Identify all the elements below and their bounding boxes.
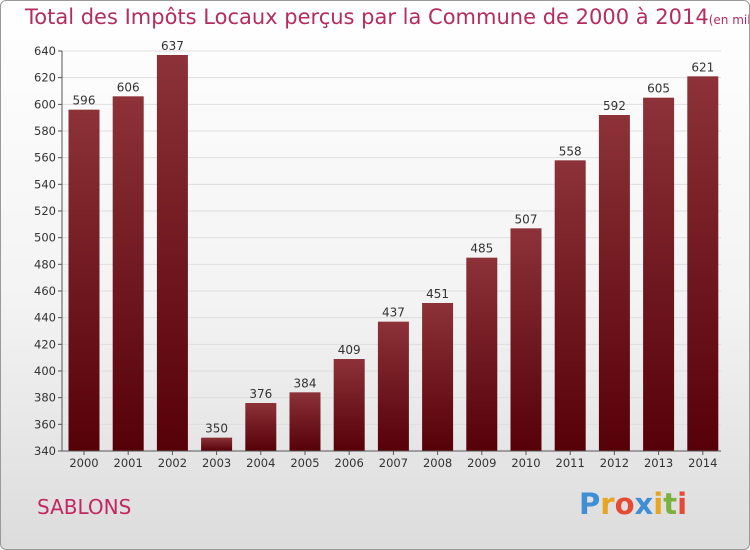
y-tick-label: 540 — [34, 177, 56, 191]
y-tick-label: 340 — [34, 444, 56, 458]
bar-2003[interactable] — [201, 437, 233, 451]
x-tick-label-2007: 2007 — [379, 456, 408, 470]
y-tick-label: 560 — [34, 151, 56, 165]
y-tick-label: 620 — [34, 71, 56, 85]
x-tick-label-2004: 2004 — [246, 456, 275, 470]
data-label-2000: 596 — [73, 94, 96, 108]
commune-name: SABLONS — [37, 495, 132, 519]
axes: 340 360 380 400 420 440 460 480 500 520 540 560 580 6… — [34, 44, 721, 470]
data-label-2004: 376 — [249, 387, 272, 401]
y-tick-label: 400 — [34, 364, 56, 378]
y-tick-label: 380 — [34, 391, 56, 405]
logo-letter: P — [579, 487, 601, 521]
y-tick-label: 600 — [34, 97, 56, 111]
x-tick-label-2003: 2003 — [202, 456, 231, 470]
bars: 596 606 637 350 376 384 409 437 451 485 507 558 592 6… — [68, 39, 719, 452]
bar-2005[interactable] — [289, 392, 321, 451]
x-tick-label-2014: 2014 — [688, 456, 717, 470]
y-tick-label: 520 — [34, 204, 56, 218]
bar-2001[interactable] — [112, 96, 144, 451]
bar-2007[interactable] — [377, 321, 409, 451]
x-tick-label-2011: 2011 — [556, 456, 585, 470]
data-label-2007: 437 — [382, 306, 405, 320]
data-label-2013: 605 — [647, 82, 670, 96]
data-label-2012: 592 — [603, 99, 626, 113]
data-label-2005: 384 — [294, 376, 317, 390]
x-tick-label-2012: 2012 — [600, 456, 629, 470]
bar-2006[interactable] — [333, 359, 365, 451]
bar-2000[interactable] — [68, 109, 100, 452]
bar-2012[interactable] — [598, 115, 630, 451]
y-tick-label: 360 — [34, 417, 56, 431]
x-tick-label-2002: 2002 — [158, 456, 187, 470]
bar-2013[interactable] — [643, 97, 675, 452]
bar-2014[interactable] — [687, 76, 719, 451]
chart-title-text: Total des Impôts Locaux perçus par la Co… — [25, 5, 709, 29]
proxiti-logo[interactable]: Proxiti — [579, 487, 687, 521]
data-label-2011: 558 — [559, 144, 582, 158]
data-label-2014: 621 — [691, 60, 714, 74]
y-tick-label: 420 — [34, 337, 56, 351]
chart-title: Total des Impôts Locaux perçus par la Co… — [25, 5, 749, 29]
x-tick-label-2001: 2001 — [114, 456, 143, 470]
chart-unit: (en milliers d'€) — [708, 13, 749, 27]
y-tick-label: 500 — [34, 231, 56, 245]
data-label-2001: 606 — [117, 80, 140, 94]
x-tick-label-2005: 2005 — [290, 456, 319, 470]
data-label-2003: 350 — [205, 422, 228, 436]
bar-2009[interactable] — [466, 257, 498, 451]
data-label-2006: 409 — [338, 343, 361, 357]
x-tick-label-2008: 2008 — [423, 456, 452, 470]
x-tick-label-2010: 2010 — [511, 456, 540, 470]
data-label-2009: 485 — [470, 242, 493, 256]
data-label-2008: 451 — [426, 287, 449, 301]
bar-2002[interactable] — [156, 55, 188, 451]
y-tick-label: 440 — [34, 311, 56, 325]
y-tick-label: 460 — [34, 284, 56, 298]
bar-2010[interactable] — [510, 228, 542, 451]
logo-letter: i — [653, 487, 664, 521]
x-tick-label-2013: 2013 — [644, 456, 673, 470]
logo-letter: o — [614, 487, 635, 521]
data-label-2010: 507 — [515, 212, 538, 226]
logo-letter: r — [600, 487, 615, 521]
logo-letter: i — [677, 487, 688, 521]
y-tick-label: 640 — [34, 44, 56, 58]
x-tick-label-2009: 2009 — [467, 456, 496, 470]
data-label-2002: 637 — [161, 39, 184, 53]
bar-2011[interactable] — [554, 160, 586, 452]
bar-2004[interactable] — [245, 403, 277, 451]
x-tick-label-2006: 2006 — [335, 456, 364, 470]
bar-2008[interactable] — [422, 303, 454, 451]
x-tick-label-2000: 2000 — [69, 456, 98, 470]
logo-letter: t — [663, 487, 678, 521]
y-tick-label: 480 — [34, 257, 56, 271]
y-tick-label: 580 — [34, 124, 56, 138]
logo-letter: x — [634, 487, 654, 521]
